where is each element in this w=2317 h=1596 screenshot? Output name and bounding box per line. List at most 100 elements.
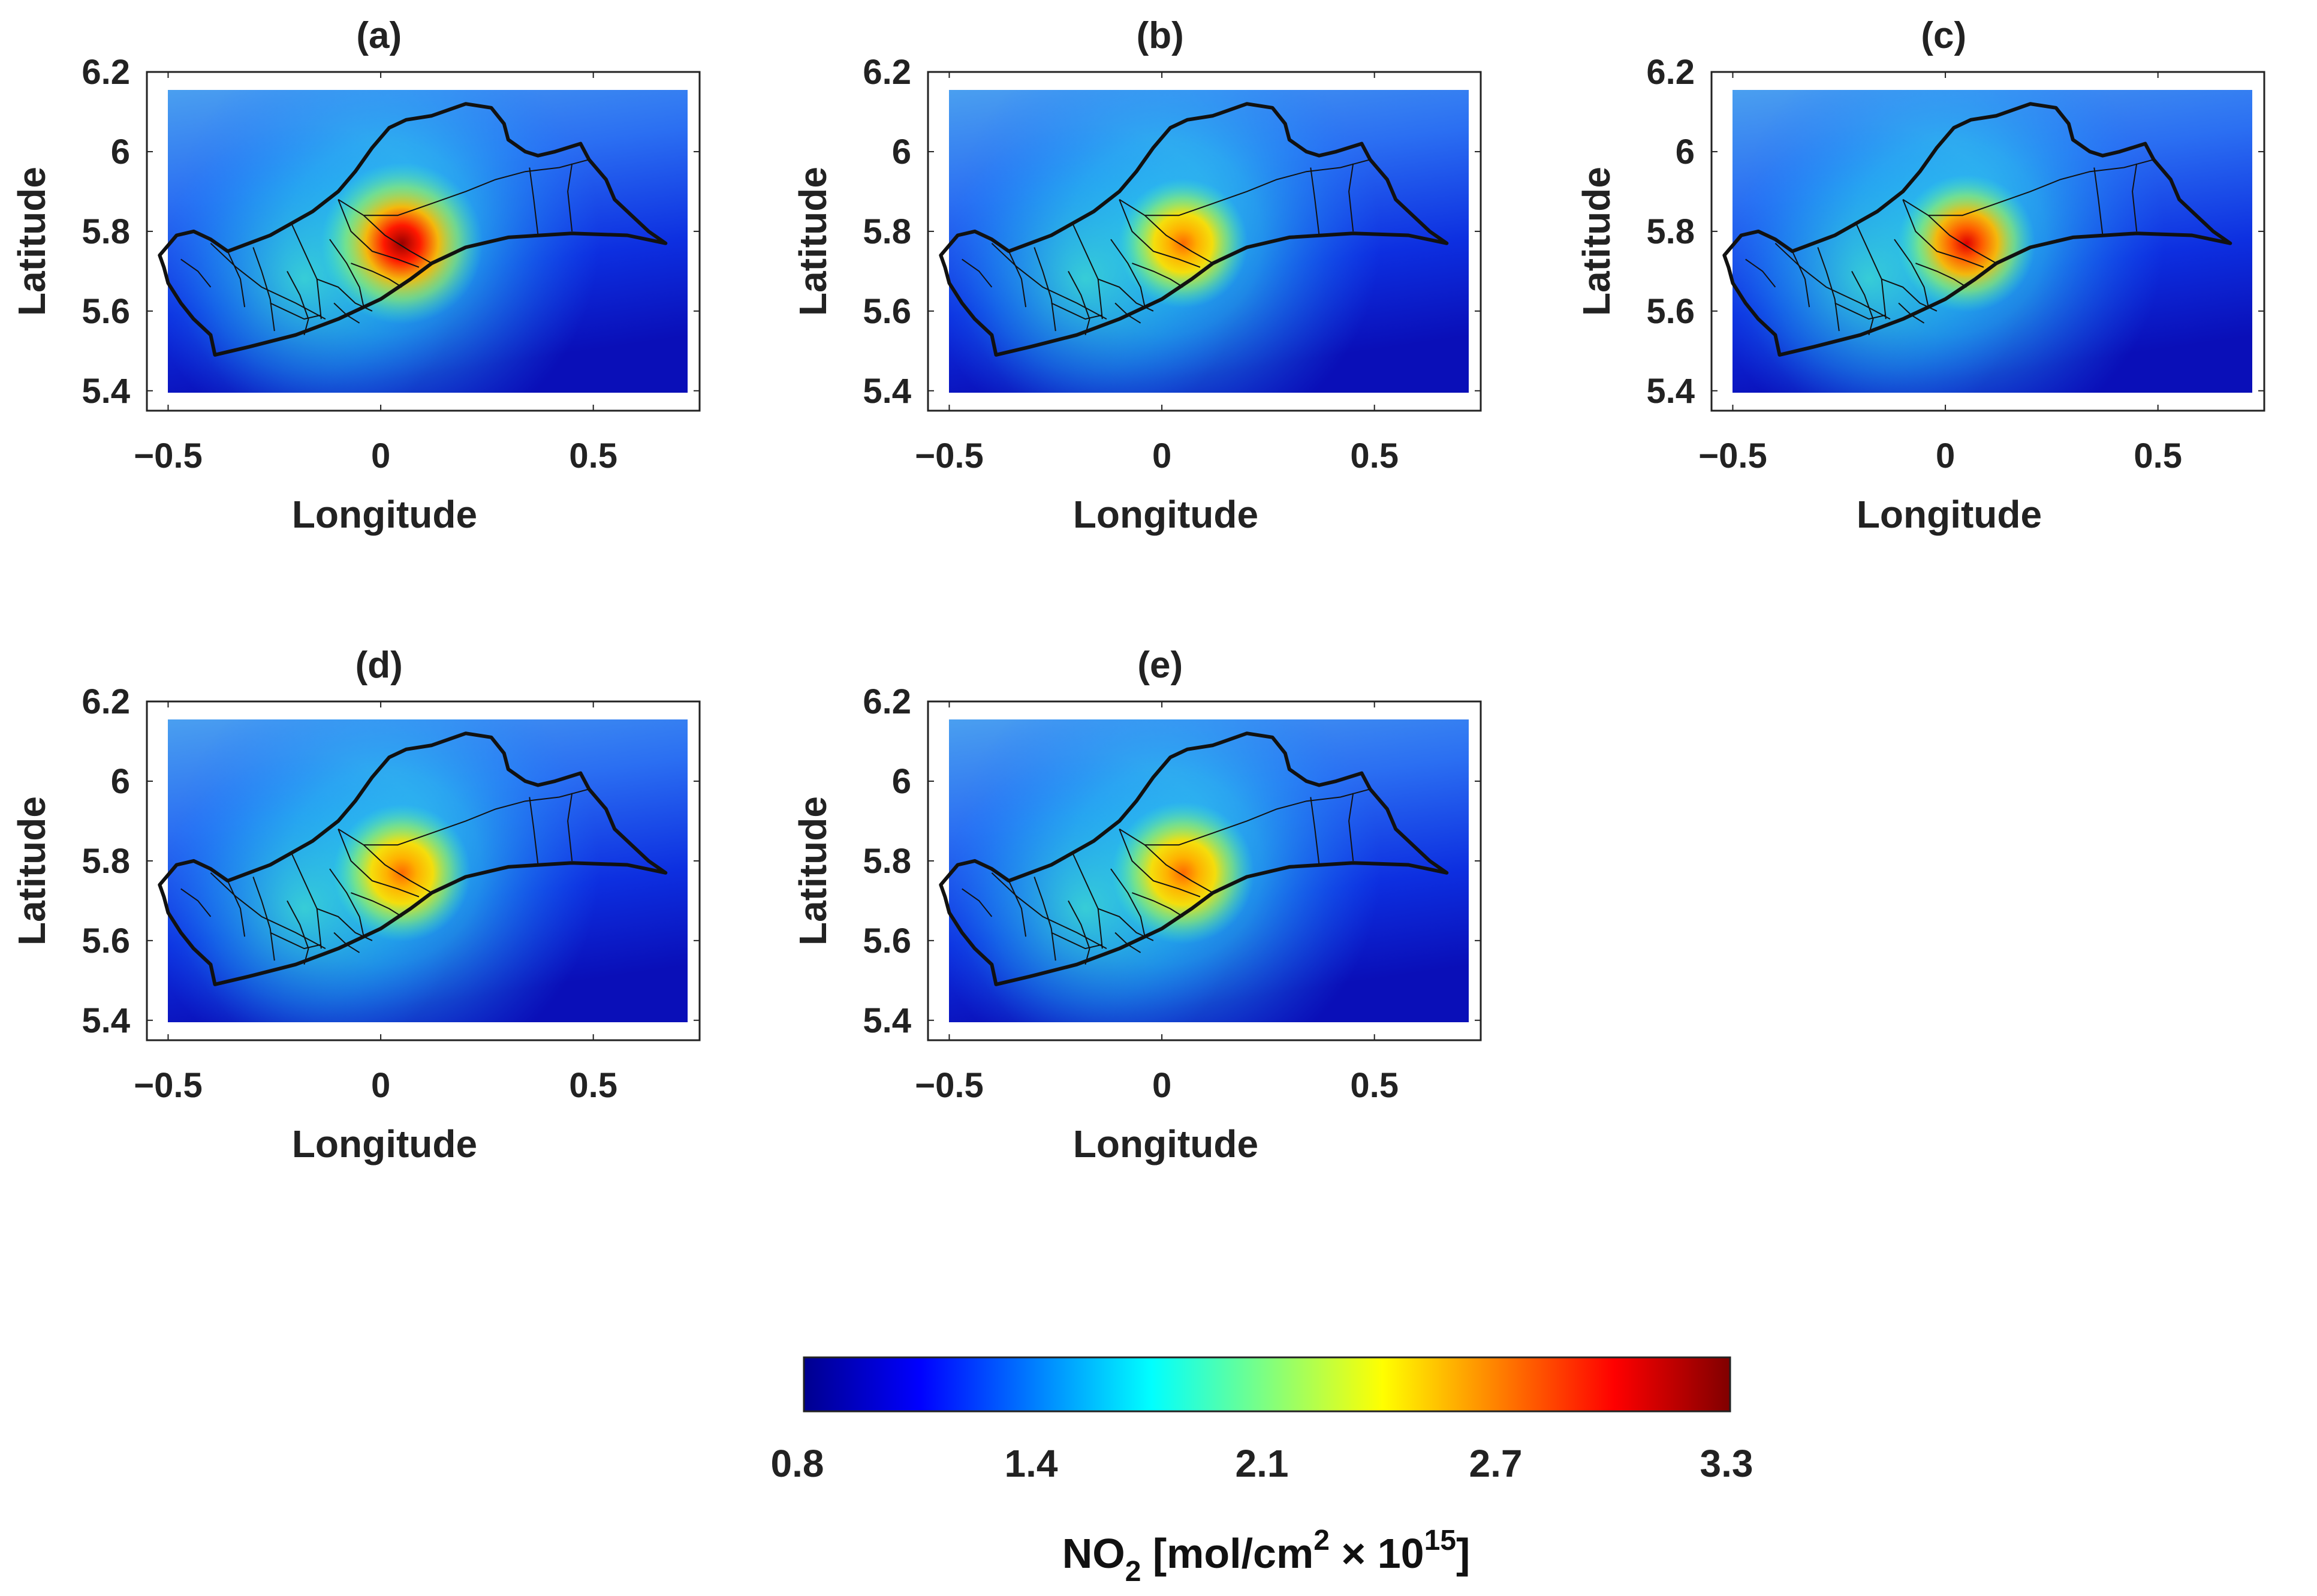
- district-boundary: [1791, 251, 1810, 308]
- panel-e: (e) −0.5 0 0.5 5.4 5.6 5.8 6 6.2 Longitude Latitud…: [791, 645, 1482, 1166]
- district-boundary: [2132, 163, 2138, 232]
- y-tick-label: 5.4: [863, 372, 911, 411]
- region-outline: [158, 731, 668, 986]
- district-boundary: [1132, 892, 1184, 917]
- panel-title: (e): [1137, 645, 1183, 686]
- y-tick-label: 6.2: [82, 682, 130, 721]
- x-tick-label: 0: [371, 436, 390, 475]
- district-boundary: [1745, 258, 1776, 288]
- district-boundary: [1068, 270, 1090, 335]
- district-boundary: [962, 258, 993, 288]
- x-tick-label: 0: [1936, 436, 1955, 475]
- panel-title: (a): [356, 15, 402, 56]
- region-outline: [939, 731, 1449, 986]
- district-boundary: [991, 243, 1107, 320]
- district-boundary: [1894, 239, 1929, 308]
- panel-title: (b): [1137, 15, 1184, 56]
- y-axis-label: Latitude: [791, 167, 834, 316]
- district-boundary: [227, 880, 246, 937]
- x-tick-label: 0.5: [2134, 436, 2182, 475]
- district-boundary: [252, 247, 275, 332]
- y-tick-label: 5.6: [82, 292, 130, 331]
- x-tick-label: 0.5: [569, 436, 617, 475]
- district-boundary: [1817, 247, 1840, 332]
- panel-c: (c) −0.5 0 0.5 5.4 5.6 5.8 6 6.2 Longitude Latitud…: [1575, 15, 2265, 536]
- y-tick-label: 5.4: [863, 1001, 911, 1040]
- district-boundary: [1928, 215, 1997, 264]
- district-boundary: [270, 302, 322, 320]
- district-boundary: [287, 900, 309, 965]
- x-tick-label: −0.5: [915, 436, 984, 475]
- x-tick-label: −0.5: [134, 1066, 203, 1105]
- district-boundary: [1348, 163, 1354, 232]
- y-axis-label: Latitude: [791, 796, 834, 945]
- district-boundary: [1834, 302, 1887, 320]
- panel-title: (d): [355, 645, 403, 686]
- district-boundary: [1310, 797, 1320, 865]
- x-tick-label: −0.5: [1698, 436, 1767, 475]
- y-tick-label: 5.6: [1646, 292, 1695, 331]
- x-tick-label: 0: [1152, 436, 1171, 475]
- district-boundary: [338, 829, 420, 898]
- district-boundary: [567, 793, 573, 862]
- district-boundary: [1774, 243, 1891, 320]
- district-boundary: [210, 872, 326, 949]
- panel-title: (c): [1921, 15, 1966, 56]
- district-boundary: [291, 853, 322, 949]
- y-tick-label: 6: [1676, 133, 1695, 171]
- colorbar-gradient: [803, 1356, 1731, 1413]
- panel-b: (b) −0.5 0 0.5 5.4 5.6 5.8 6 6.2 Longitude Latitud…: [791, 15, 1482, 536]
- district-boundary: [329, 239, 364, 308]
- district-boundary: [363, 215, 432, 264]
- y-tick-label: 5.6: [863, 922, 911, 960]
- y-tick-label: 6.2: [1646, 53, 1695, 92]
- district-boundary: [1119, 159, 1370, 216]
- district-boundary: [1119, 829, 1201, 898]
- x-axis-label: Longitude: [1857, 493, 2042, 536]
- district-boundary: [338, 199, 420, 268]
- x-axis-label: Longitude: [292, 493, 477, 536]
- map-panels: (a) −0.5 0 0.5 5.4 5.6 5.8 6 6.2 Longitude Latitud…: [10, 15, 2265, 1166]
- district-boundary: [2093, 167, 2104, 236]
- district-boundary: [1902, 199, 1984, 268]
- district-boundary: [1051, 302, 1103, 320]
- y-tick-label: 5.8: [82, 842, 130, 881]
- district-boundary: [1119, 788, 1370, 846]
- x-axis-label: Longitude: [292, 1122, 477, 1166]
- district-boundary: [291, 223, 322, 320]
- colorbar-tick: 3.3: [1700, 1442, 1753, 1485]
- district-boundary: [529, 167, 539, 236]
- district-boundary: [1915, 263, 1968, 288]
- district-boundary: [227, 251, 246, 308]
- district-boundary: [1119, 199, 1201, 268]
- district-boundary: [1855, 223, 1887, 320]
- region-outline: [939, 102, 1449, 357]
- y-tick-label: 5.4: [82, 1001, 130, 1040]
- district-boundary: [180, 258, 212, 288]
- y-tick-label: 5.6: [863, 292, 911, 331]
- colorbar-tick: 2.7: [1469, 1442, 1523, 1485]
- colorbar: 0.8 1.4 2.1 2.7 3.3 NO2 [mol/cm2 × 1015]: [771, 1356, 1753, 1588]
- y-tick-label: 5.8: [1646, 212, 1695, 251]
- district-boundary: [287, 270, 309, 335]
- district-boundary: [1144, 844, 1213, 893]
- district-boundary: [1008, 880, 1027, 937]
- district-boundary: [1072, 223, 1103, 320]
- x-axis-label: Longitude: [1073, 1122, 1258, 1166]
- district-boundary: [363, 844, 432, 893]
- district-boundary: [252, 877, 275, 961]
- x-tick-label: 0: [1152, 1066, 1171, 1105]
- district-boundary: [329, 868, 364, 937]
- y-tick-label: 5.6: [82, 922, 130, 960]
- colorbar-tick: 2.1: [1236, 1442, 1289, 1485]
- district-boundary: [529, 797, 539, 865]
- y-axis-label: Latitude: [10, 167, 53, 316]
- district-boundary: [1310, 167, 1320, 236]
- district-boundary: [1110, 868, 1146, 937]
- x-tick-label: 0: [371, 1066, 390, 1105]
- district-boundary: [1132, 263, 1184, 288]
- region-outline: [158, 102, 668, 357]
- y-tick-label: 6.2: [82, 53, 130, 92]
- y-tick-label: 6.2: [863, 682, 911, 721]
- x-tick-label: −0.5: [915, 1066, 984, 1105]
